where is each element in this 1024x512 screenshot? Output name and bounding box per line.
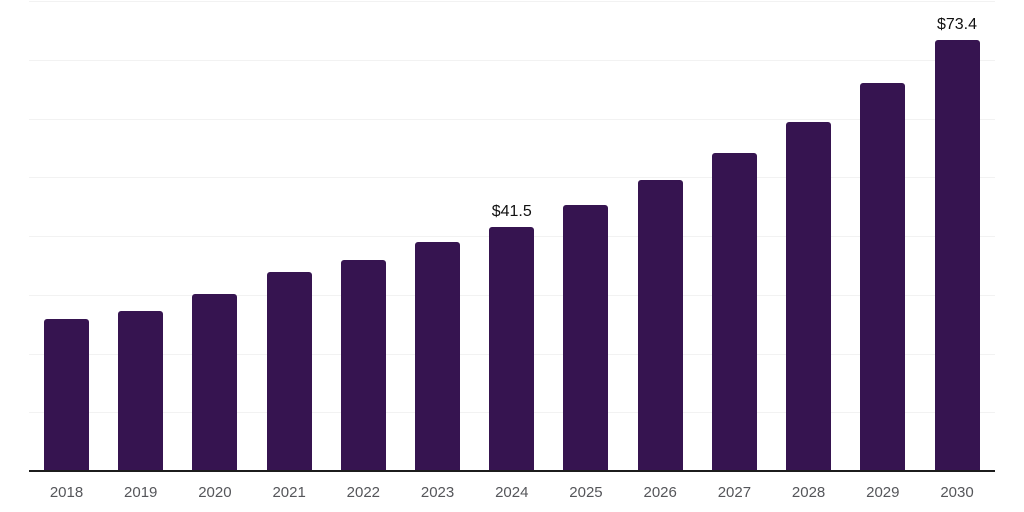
x-axis-tick-labels: 2018 2019 2020 2021 2022 2023 2024 2025 2026 2027…: [29, 482, 995, 504]
x-tick-2030: 2030: [940, 484, 974, 501]
gridline-60: [29, 118, 995, 120]
bar-2030: [934, 39, 980, 471]
bar-2018: [44, 319, 89, 471]
bar-2020: [192, 293, 238, 471]
bar-2019: [118, 310, 164, 471]
x-axis-line: [29, 470, 995, 472]
bar-2026: [637, 180, 683, 471]
bar-2021: [266, 271, 312, 471]
x-tick-2025: 2025: [569, 484, 603, 501]
gridline-80: [29, 1, 995, 2]
bar-value-label-2024: $41.5: [491, 203, 532, 221]
x-tick-2023: 2023: [420, 484, 455, 501]
x-tick-2019: 2019: [124, 484, 158, 501]
gridline-70: [29, 59, 995, 61]
bar-2023: [415, 241, 461, 471]
x-tick-2021: 2021: [272, 484, 306, 501]
x-tick-2028: 2028: [791, 484, 826, 501]
x-tick-2018: 2018: [49, 484, 84, 501]
bar-2025: [563, 204, 609, 471]
bar-value-label-2030: $73.4: [936, 15, 978, 33]
chart-plot-area: $41.5 $73.4: [29, 0, 995, 471]
bar-2027: [711, 152, 757, 471]
x-tick-2026: 2026: [643, 484, 677, 501]
bar-2022: [340, 259, 386, 471]
x-tick-2027: 2027: [717, 484, 752, 501]
bar-2029: [860, 83, 906, 471]
x-tick-2022: 2022: [346, 484, 381, 501]
gridline-50: [29, 177, 995, 179]
x-tick-2029: 2029: [866, 484, 900, 501]
bar-2028: [786, 122, 832, 471]
x-tick-2020: 2020: [198, 484, 232, 501]
x-tick-2024: 2024: [495, 484, 529, 501]
bar-2024: [489, 227, 535, 471]
